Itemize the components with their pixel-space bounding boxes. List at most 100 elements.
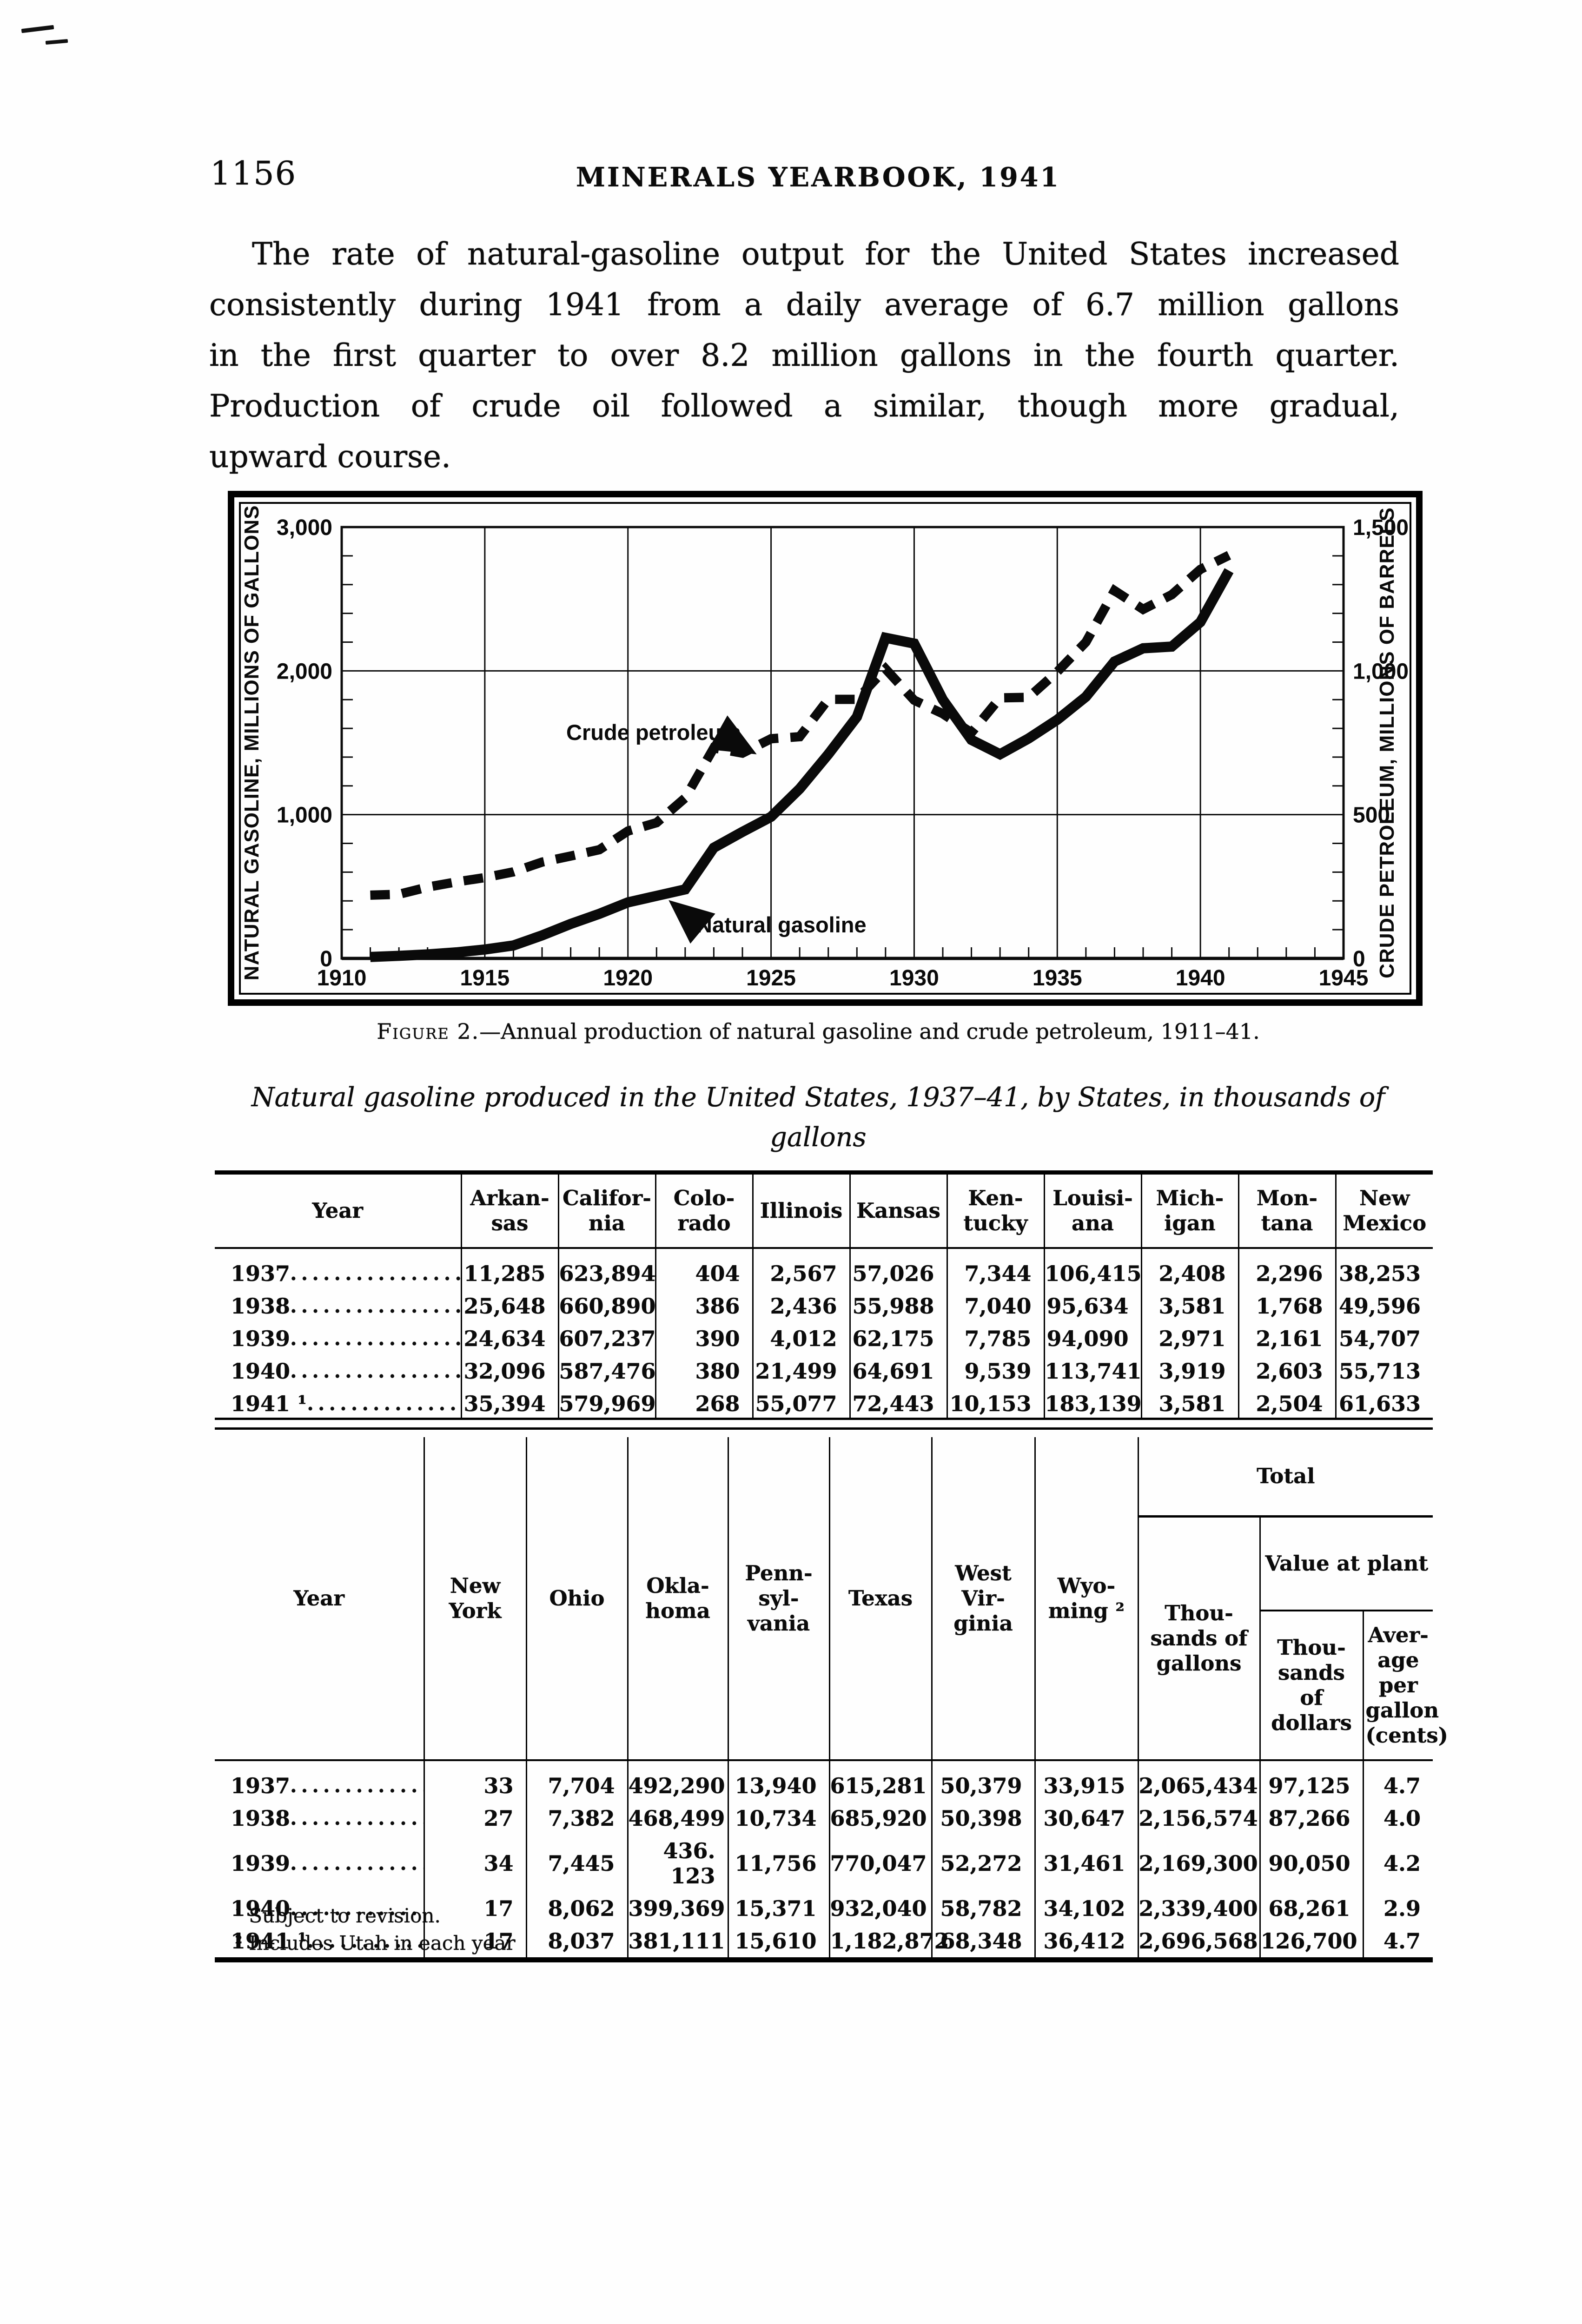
intro-paragraph: The rate of natural-gasoline output for …: [209, 229, 1399, 482]
table-cell: 30,647: [1034, 1802, 1138, 1835]
table-cell: 390: [655, 1322, 753, 1355]
plot-frame: [340, 526, 1345, 960]
scan-artifact: [45, 39, 68, 45]
col-header-average-per-gallon: Aver- age per gallon (cents): [1362, 1611, 1448, 1761]
table-cell: 1,182,872: [828, 1925, 949, 1960]
crude-petroleum-label: Crude petroleum: [566, 720, 741, 745]
table-cell: 34: [423, 1835, 526, 1892]
table-cell: 35,394: [460, 1387, 558, 1420]
col-header-thousands-of-gallons: Thou- sands of gallons: [1137, 1516, 1260, 1761]
footnote-2: ² Includes Utah in each year: [235, 1932, 516, 1954]
table-cell: 49,596: [1335, 1290, 1433, 1322]
table-cell: 11,756: [727, 1835, 829, 1892]
table-cell: 64,691: [849, 1355, 947, 1387]
svg-text:1940: 1940: [1176, 966, 1225, 990]
table1-header-row: Year Arkan- sas Califor- nia Colo- rado …: [215, 1172, 1433, 1249]
table-row: 1937..........................337,704492…: [215, 1760, 1433, 1802]
table-row: 1940..........................32,096587,…: [215, 1355, 1433, 1387]
table2-header-row-2: Thou- sands of gallons Value at plant: [215, 1516, 1433, 1761]
table-row: 1938..........................25,648660,…: [215, 1290, 1433, 1322]
col-header-kentucky: Ken- tucky: [946, 1172, 1044, 1249]
table-cell: 399,369: [627, 1892, 728, 1925]
svg-text:1935: 1935: [1033, 966, 1082, 990]
table-cell: 9,539: [946, 1355, 1044, 1387]
table-cell: 25,648: [460, 1290, 558, 1322]
col-header-ohio: Ohio: [525, 1437, 628, 1761]
svg-text:1910: 1910: [317, 966, 367, 990]
row-year: 1941 ¹..........................: [231, 1928, 424, 1954]
table-cell: 2,567: [752, 1248, 850, 1290]
row-year: 1940..........................: [231, 1359, 461, 1384]
table-cell: 7,445: [525, 1835, 628, 1892]
table-cell: 7,704: [525, 1760, 628, 1802]
table-cell: 31,461: [1034, 1835, 1138, 1892]
table-cell: 2,436: [752, 1290, 850, 1322]
table-cell: 72,443: [849, 1387, 947, 1420]
col-header-california: Califor- nia: [557, 1172, 655, 1249]
footnotes: ¹ Subject to revision. ² Includes Utah i…: [235, 1902, 516, 1957]
svg-text:1,500: 1,500: [1353, 515, 1409, 540]
col-header-new-york: New York: [423, 1437, 526, 1761]
table-cell: 381,111: [627, 1925, 728, 1960]
table-row: 1940..........................178,062399…: [215, 1892, 1433, 1925]
col-header-colorado: Colo- rado: [655, 1172, 753, 1249]
figure-inner-frame: 0 1,000 2,000 3,000 0 500 1,000 1,500 1910 1915 19…: [239, 502, 1411, 995]
row-year: 1937..........................: [231, 1773, 424, 1798]
table-cell: 61,633: [1335, 1387, 1433, 1420]
row-year: 1937..........................: [231, 1261, 461, 1286]
col-header-texas: Texas: [828, 1437, 932, 1761]
table-cell: 468,499: [627, 1802, 728, 1835]
table-cell: 4.7: [1362, 1760, 1433, 1802]
table-cell: 587,476: [557, 1355, 656, 1387]
row-year: 1938..........................: [231, 1294, 461, 1319]
table-cell: 8,062: [525, 1892, 628, 1925]
table-cell: 4.7: [1362, 1925, 1433, 1960]
table-cell: 113,741: [1043, 1355, 1142, 1387]
table-cell: 54,707: [1335, 1322, 1433, 1355]
table-cell: 55,077: [752, 1387, 850, 1420]
table-cell: 2.9: [1362, 1892, 1433, 1925]
table2-header-row-1: Year New York Ohio Okla- homa Penn- syl-…: [215, 1437, 1433, 1761]
paragraph-line: Production of crude oil followed a simil…: [209, 388, 1399, 424]
table-cell: 3,581: [1140, 1290, 1238, 1322]
col-header-thousands-of-dollars: Thou- sands of dollars: [1259, 1611, 1363, 1761]
table-cell: 2,169,300: [1137, 1835, 1260, 1892]
table-cell: 34,102: [1034, 1892, 1138, 1925]
table-cell: 33,915: [1034, 1760, 1138, 1802]
svg-text:2,000: 2,000: [277, 659, 332, 684]
table-cell: 4.2: [1362, 1835, 1433, 1892]
col-header-montana: Mon- tana: [1238, 1172, 1336, 1249]
table-row: 1941 ¹..........................178,0373…: [215, 1925, 1433, 1960]
footnote-1: ¹ Subject to revision.: [235, 1904, 441, 1927]
table-cell: 183,139: [1043, 1387, 1142, 1420]
figure-box: 0 1,000 2,000 3,000 0 500 1,000 1,500 1910 1915 19…: [228, 491, 1423, 1006]
table-cell: 36,412: [1034, 1925, 1138, 1960]
natural-gasoline-line: [370, 568, 1234, 962]
table-cell: 386: [655, 1290, 753, 1322]
table-cell: 623,894: [557, 1248, 656, 1290]
table-cell: 55,713: [1335, 1355, 1433, 1387]
table-cell: 3,581: [1140, 1387, 1238, 1420]
table-cell: 436. 123: [627, 1835, 728, 1892]
svg-text:1920: 1920: [603, 966, 653, 990]
table-cell: 17: [423, 1892, 526, 1925]
row-year: 1941 ¹..........................: [231, 1391, 461, 1416]
table-cell: 2,408: [1140, 1248, 1238, 1290]
table-cell: 21,499: [752, 1355, 850, 1387]
svg-text:0: 0: [1353, 947, 1365, 971]
table-cell: 4,012: [752, 1322, 850, 1355]
table-cell: 27: [423, 1802, 526, 1835]
table-cell: 38,253: [1335, 1248, 1433, 1290]
table-cell: 52,272: [931, 1835, 1035, 1892]
table-cell: 607,237: [557, 1322, 656, 1355]
double-rule-divider: [215, 1418, 1433, 1430]
axis-ticks: [342, 555, 1344, 958]
table-cell: 24,634: [460, 1322, 558, 1355]
table-cell: 15,610: [727, 1925, 829, 1960]
figure-caption-label: Figure 2.: [377, 1019, 480, 1044]
col-header-kansas: Kansas: [849, 1172, 947, 1249]
figure-caption-text: —Annual production of natural gasoline a…: [479, 1019, 1260, 1044]
svg-text:500: 500: [1353, 803, 1390, 828]
table-cell: 10,153: [946, 1387, 1044, 1420]
table-cell: 2,161: [1238, 1322, 1336, 1355]
